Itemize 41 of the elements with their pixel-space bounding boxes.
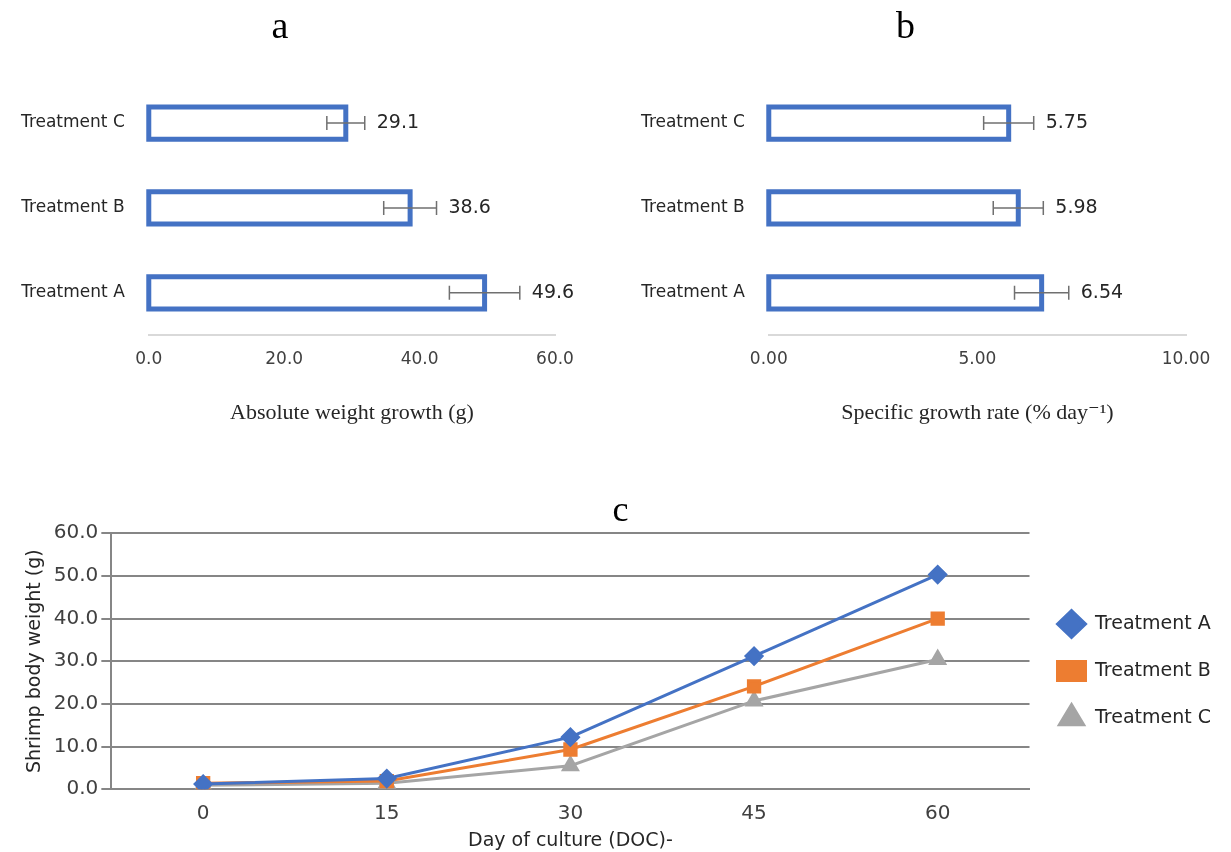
- y-tick-label: 30.0: [53, 647, 99, 672]
- data-label: 5.98: [1055, 194, 1098, 217]
- y-tick-label: 40.0: [53, 604, 99, 629]
- y-tick-label: Treatment C: [20, 111, 125, 132]
- legend-label: Treatment A: [1094, 610, 1211, 633]
- x-tick-label: 40.0: [400, 347, 439, 368]
- x-tick-label: 0.00: [749, 347, 788, 368]
- chart-title: c: [612, 489, 629, 530]
- y-tick-label: Treatment A: [640, 281, 746, 302]
- x-tick-label: 30: [557, 800, 584, 825]
- data-label: 29.1: [376, 109, 420, 132]
- x-tick-label: 0.0: [135, 347, 163, 368]
- legend-label: Treatment C: [1094, 704, 1212, 727]
- x-tick-label: 10.00: [1161, 347, 1211, 368]
- chart-title: a: [271, 3, 289, 46]
- y-tick-label: Treatment A: [20, 281, 126, 302]
- data-label: 6.54: [1080, 279, 1124, 302]
- y-tick-label: 60.0: [53, 519, 99, 544]
- x-tick-label: 20.0: [265, 347, 304, 368]
- x-tick-label: 0: [196, 800, 210, 825]
- x-tick-label: 45: [741, 800, 767, 825]
- y-tick-label: 0.0: [66, 775, 99, 800]
- y-axis-title: Shrimp body weight (g): [22, 549, 45, 774]
- y-tick-label: Treatment B: [20, 196, 125, 217]
- data-label: 38.6: [448, 194, 491, 217]
- data-label: 5.75: [1045, 109, 1089, 132]
- y-tick-label: 50.0: [53, 562, 99, 587]
- x-axis-title: Day of culture (DOC)-: [468, 827, 673, 850]
- data-label: 49.6: [531, 279, 575, 302]
- y-tick-label: Treatment C: [640, 111, 745, 132]
- legend-label: Treatment B: [1094, 657, 1211, 680]
- x-axis-title: Absolute weight growth (g): [229, 398, 474, 424]
- x-tick-label: 60: [924, 800, 951, 825]
- y-tick-label: Treatment B: [640, 196, 745, 217]
- x-tick-label: 15: [374, 800, 400, 825]
- x-tick-label: 60.0: [536, 347, 574, 368]
- chart-title: b: [896, 3, 915, 46]
- x-axis-title: Specific growth rate (% day⁻¹): [841, 398, 1114, 424]
- y-tick-label: 10.0: [53, 732, 99, 757]
- y-tick-label: 20.0: [53, 690, 99, 715]
- x-tick-label: 5.00: [958, 347, 997, 368]
